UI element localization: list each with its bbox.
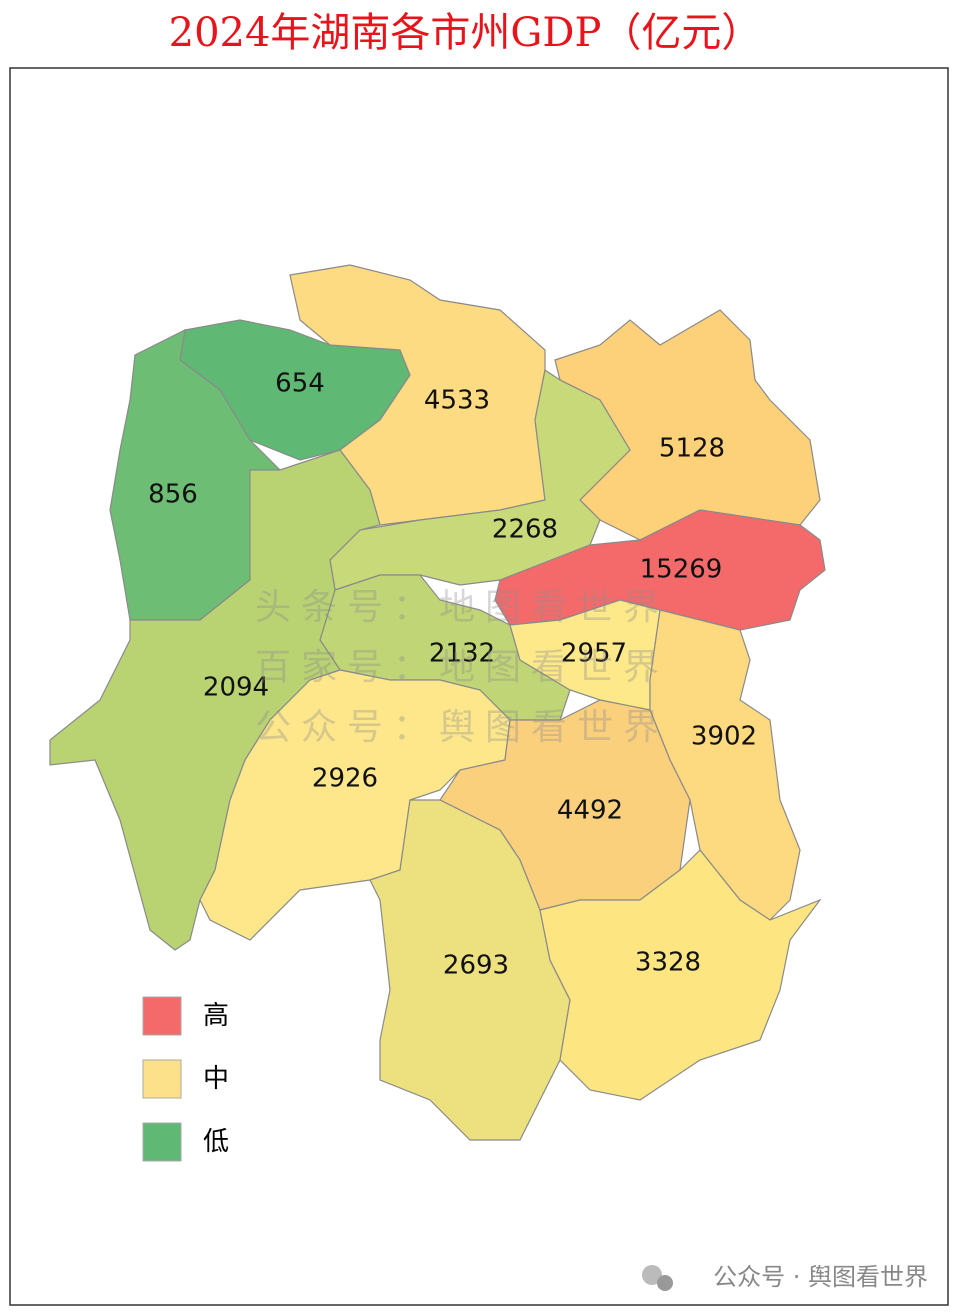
legend-swatch: [142, 1122, 182, 1162]
region-value: 2957: [561, 639, 627, 669]
legend-label: 中: [203, 1064, 229, 1094]
region-value: 2693: [443, 951, 509, 981]
legend-swatch: [142, 1059, 182, 1099]
region-value: 2094: [203, 673, 269, 703]
region: [369, 799, 571, 1141]
footer: 公众号 · 舆图看世界: [642, 1263, 928, 1291]
region: [539, 849, 822, 1101]
watermark: 头条号：地图看世界: [255, 587, 669, 628]
region-value: 654: [275, 369, 325, 399]
wechat-icon: [657, 1275, 673, 1291]
region-value: 2268: [492, 515, 558, 545]
map-frame: [9, 67, 949, 1306]
legend: 高中低: [142, 996, 229, 1162]
footer-text: 公众号 · 舆图看世界: [713, 1263, 928, 1291]
region-value: 856: [148, 480, 198, 510]
wechat-icon: [642, 1265, 662, 1285]
region-value: 5128: [659, 434, 725, 464]
region-value: 3902: [691, 722, 757, 752]
legend-swatch: [142, 996, 182, 1036]
region-value: 4533: [424, 386, 490, 416]
region-value: 15269: [640, 555, 723, 585]
legend-label: 高: [203, 1001, 229, 1031]
legend-label: 低: [203, 1127, 229, 1157]
watermark: 公众号：舆图看世界: [255, 707, 669, 748]
map-title: 2024年湖南各市州GDP（亿元）: [169, 10, 762, 56]
region-value: 4492: [557, 796, 623, 826]
region-value: 3328: [635, 948, 701, 978]
labels: 654 856 4533 5128 2268 15269 2132 2957 2094 3902 2…: [148, 369, 757, 981]
region-value: 2926: [312, 764, 378, 794]
region-value: 2132: [429, 639, 495, 669]
regions: [49, 264, 826, 1141]
watermark: 百家号：地图看世界: [255, 647, 669, 688]
